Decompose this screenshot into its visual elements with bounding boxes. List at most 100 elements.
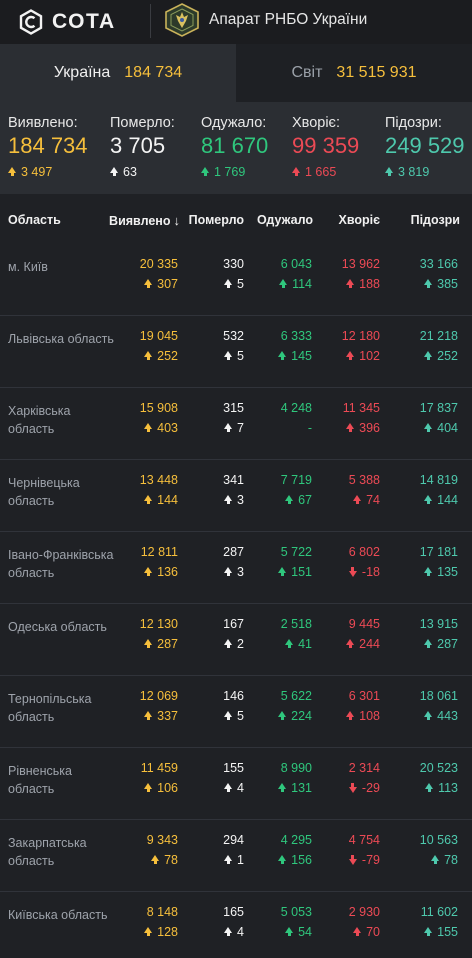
column-header-cases-label: Виявлено (109, 213, 171, 228)
cases-delta: 307 (144, 277, 178, 291)
arrow-up-icon (346, 423, 355, 432)
suspected-delta-value: 443 (437, 709, 458, 723)
arrow-up-icon (279, 279, 288, 288)
arrow-up-icon (144, 567, 153, 576)
table-row[interactable]: Львівська область 19 045 252 532 5 6 333 145 12… (0, 316, 472, 388)
logo[interactable]: СОТА (18, 9, 116, 35)
sick-value: 9 445 (348, 617, 380, 631)
arrow-up-icon (353, 495, 362, 504)
tab-world[interactable]: Світ 31 515 931 (236, 44, 472, 102)
arrow-up-icon (201, 167, 209, 176)
table-row[interactable]: Івано-Франківська область 12 811 136 287 3 5 … (0, 532, 472, 604)
arrow-up-icon (424, 567, 433, 576)
table-row[interactable]: Закарпатська область 9 343 78 294 1 4 295 156 4… (0, 820, 472, 892)
recovered-value: 6 333 (280, 329, 312, 343)
table-row[interactable]: Чернівецька область 13 448 144 341 3 7 719 67 5… (0, 460, 472, 532)
column-header-sick[interactable]: Хворіє (338, 213, 380, 227)
deaths-value: 294 (223, 833, 244, 847)
tab-world-value: 31 515 931 (336, 64, 417, 81)
sick-value: 4 754 (348, 833, 380, 847)
suspected-delta: 155 (424, 925, 458, 939)
suspected-delta: 287 (424, 637, 458, 651)
arrow-up-icon (292, 167, 300, 176)
region-name: Рівненська область (8, 764, 72, 796)
region-name: Івано-Франківська область (8, 548, 114, 580)
cases-value: 19 045 (139, 329, 178, 343)
column-header-suspected[interactable]: Підозри (410, 213, 460, 227)
table-row[interactable]: Харківська область 15 908 403 315 7 4 248 - 11 … (0, 388, 472, 460)
sick-delta-value: 108 (359, 709, 380, 723)
deaths-value: 165 (223, 905, 244, 919)
deaths-delta: 3 (224, 565, 244, 579)
recovered-value: 8 990 (280, 761, 312, 775)
table-row[interactable]: м. Київ 20 335 307 330 5 6 043 114 13 962 188 33 … (0, 244, 472, 316)
arrow-up-icon (285, 639, 294, 648)
column-header-recovered[interactable]: Одужало (257, 213, 313, 227)
cases-value: 12 811 (140, 545, 178, 559)
summary-delta: 1 769 (201, 165, 268, 179)
suspected-delta: 78 (431, 853, 458, 867)
arrow-up-icon (424, 927, 433, 936)
table-row[interactable]: Тернопільська область 12 069 337 146 5 5 622 2… (0, 676, 472, 748)
regions-table-body[interactable]: м. Київ 20 335 307 330 5 6 043 114 13 962 188 33 … (0, 244, 472, 958)
sick-delta: 396 (346, 421, 380, 435)
summary-delta-value: 1 769 (214, 165, 246, 179)
sick-delta: 70 (353, 925, 380, 939)
deaths-delta: 5 (224, 349, 244, 363)
tab-world-label: Світ (291, 64, 323, 81)
sick-delta-value: 70 (366, 925, 380, 939)
summary-value: 81 670 (201, 133, 269, 158)
suspected-delta-value: 404 (437, 421, 458, 435)
recovered-delta: - (308, 421, 312, 435)
arrow-up-icon (224, 351, 233, 360)
sick-value: 2 314 (348, 761, 380, 775)
recovered-value: 5 722 (280, 545, 312, 559)
deaths-delta: 2 (224, 637, 244, 651)
recovered-delta: 156 (278, 853, 312, 867)
suspected-delta-value: 385 (437, 277, 458, 291)
sick-value: 5 388 (348, 473, 380, 487)
table-row[interactable]: Одеська область 12 130 287 167 2 2 518 41 9 445… (0, 604, 472, 676)
column-header-deaths[interactable]: Померло (188, 213, 244, 227)
sick-delta-value: 102 (359, 349, 380, 363)
column-header-region[interactable]: Область (8, 213, 61, 227)
table-row[interactable]: Київська область 8 148 128 165 4 5 053 54 2 930… (0, 892, 472, 958)
summary-panel: Виявлено: 184 734 3 497 Померло: 3 705 6… (0, 102, 472, 194)
tab-ukraine[interactable]: Україна 184 734 (0, 44, 236, 102)
deaths-delta: 5 (224, 277, 244, 291)
sick-value: 6 802 (348, 545, 380, 559)
arrow-up-icon (278, 567, 287, 576)
sick-delta-value: -18 (361, 565, 380, 579)
cases-value: 8 148 (146, 905, 178, 919)
arrow-up-icon (278, 351, 287, 360)
sick-delta-value: 396 (359, 421, 380, 435)
cases-value: 12 130 (139, 617, 178, 631)
tab-ukraine-value: 184 734 (124, 64, 183, 81)
arrow-up-icon (144, 279, 153, 288)
deaths-delta-value: 4 (237, 925, 244, 939)
recovered-delta-value: 151 (291, 565, 312, 579)
sick-delta: 102 (346, 349, 380, 363)
org-link[interactable]: Апарат РНБО України (164, 3, 367, 37)
recovered-delta-value: 41 (298, 637, 312, 651)
summary-label: Підозри: (385, 115, 442, 131)
sick-delta-value: 188 (359, 277, 380, 291)
suspected-delta: 135 (424, 565, 458, 579)
recovered-delta: 67 (285, 493, 312, 507)
sick-delta: 244 (346, 637, 380, 651)
suspected-delta-value: 144 (437, 493, 458, 507)
arrow-up-icon (346, 279, 355, 288)
recovered-delta: 54 (285, 925, 312, 939)
arrow-up-icon (385, 167, 393, 176)
arrow-up-icon (431, 855, 440, 864)
cases-value: 15 908 (139, 401, 178, 415)
sick-value: 13 962 (341, 257, 380, 271)
recovered-value: 7 719 (280, 473, 312, 487)
region-name: Харківська область (8, 404, 71, 436)
column-header-cases[interactable]: Виявлено ↓ (109, 213, 180, 228)
deaths-delta-value: 5 (237, 709, 244, 723)
arrow-up-icon (110, 167, 118, 176)
cases-delta-value: 106 (157, 781, 178, 795)
table-row[interactable]: Рівненська область 11 459 106 155 4 8 990 131 2… (0, 748, 472, 820)
suspected-delta: 443 (424, 709, 458, 723)
